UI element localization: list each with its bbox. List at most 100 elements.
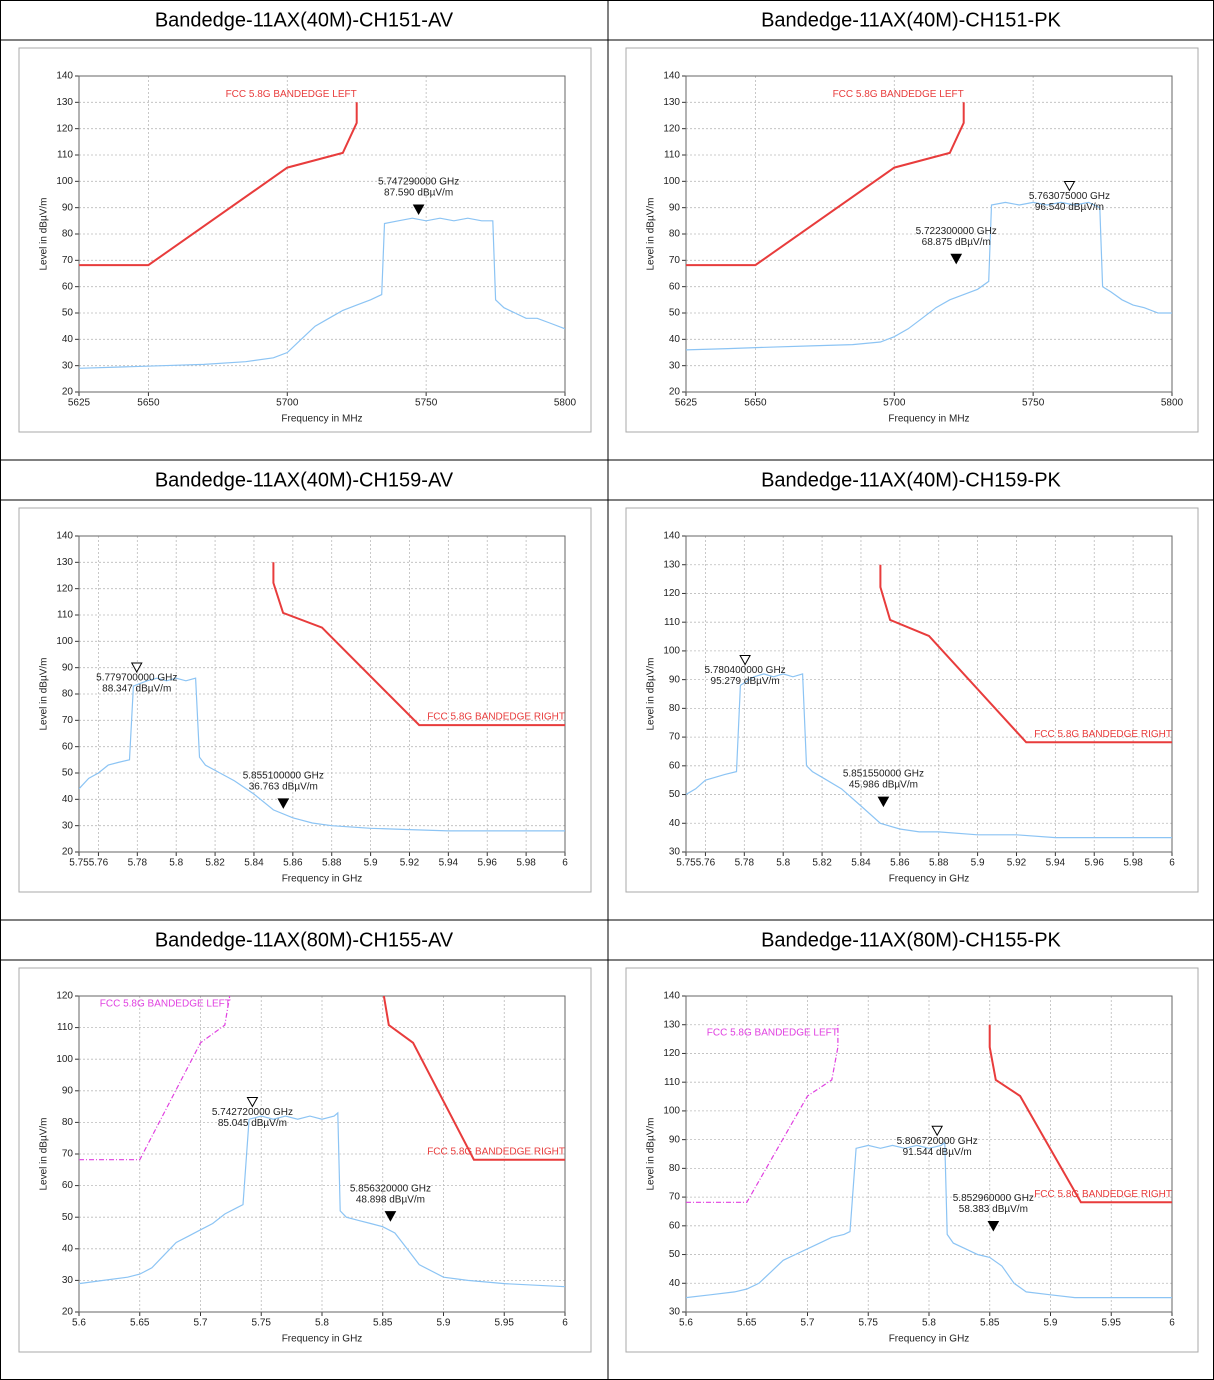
y-tick-label: 80 (62, 1117, 74, 1128)
y-axis-label: Level in dBµV/m (646, 197, 657, 270)
y-tick-label: 80 (669, 703, 681, 714)
y-tick-label: 110 (664, 150, 680, 161)
y-tick-label: 60 (669, 760, 681, 771)
x-tick-label: 5.8 (922, 1318, 936, 1329)
x-tick-label: 5.6 (679, 1318, 693, 1329)
chart-header: Bandedge-11AX(40M)-CH151-AV (155, 9, 454, 31)
marker (246, 1096, 259, 1108)
x-tick-label: 5.75 (252, 1318, 272, 1329)
y-tick-label: 30 (669, 1307, 681, 1318)
limit-label: FCC 5.8G BANDEDGE LEFT (100, 999, 231, 1010)
plot-border (78, 75, 566, 393)
y-tick-label: 30 (669, 847, 681, 858)
chart: Bandedge-11AX(40M)-CH159-PK 30 40 50 60 70 80 9… (625, 469, 1199, 893)
x-tick-label: 5.88 (929, 858, 949, 869)
marker (987, 1220, 1000, 1232)
y-tick-label: 50 (62, 768, 74, 779)
x-tick-label: 5.75 (676, 858, 696, 869)
x-tick-label: 5650 (137, 398, 160, 409)
trace-line (686, 1141, 1172, 1299)
y-tick-label: 40 (62, 334, 74, 345)
marker-freq: 5.722300000 GHz (916, 226, 997, 237)
y-tick-label: 60 (669, 1220, 681, 1231)
chart: Bandedge-11AX(40M)-CH151-PK 20 30 40 50 60 70 8… (625, 9, 1199, 433)
y-tick-label: 50 (669, 1249, 681, 1260)
marker-freq: 5.747290000 GHz (378, 177, 459, 188)
plot-border (685, 75, 1173, 393)
y-tick-label: 130 (663, 97, 680, 108)
x-tick-label: 5.75 (69, 858, 89, 869)
x-tick-label: 5.9 (437, 1318, 451, 1329)
y-tick-label: 130 (56, 557, 73, 568)
x-tick-label: 5625 (68, 398, 91, 409)
x-tick-label: 5.65 (737, 1318, 757, 1329)
x-tick-label: 5.8 (776, 858, 790, 869)
x-tick-label: 5.82 (205, 858, 225, 869)
chart-header: Bandedge-11AX(80M)-CH155-PK (761, 929, 1061, 951)
y-tick-label: 100 (663, 176, 680, 187)
y-tick-label: 30 (62, 1275, 74, 1286)
marker (277, 798, 290, 809)
x-axis-label: Frequency in GHz (282, 1334, 363, 1345)
chart-header: Bandedge-11AX(80M)-CH155-AV (155, 929, 454, 951)
y-tick-label: 120 (663, 1048, 680, 1059)
x-tick-label: 5.76 (696, 858, 716, 869)
y-tick-label: 40 (669, 334, 681, 345)
x-tick-label: 5700 (883, 398, 906, 409)
limit-label: FCC 5.8G BANDEDGE LEFT (833, 89, 964, 100)
x-tick-label: 6 (1169, 1318, 1175, 1329)
chart-frame (625, 967, 1199, 1353)
y-tick-label: 30 (62, 820, 74, 831)
x-tick-label: 5800 (1161, 398, 1184, 409)
x-tick-label: 5.86 (890, 858, 910, 869)
x-tick-label: 5.88 (322, 858, 342, 869)
chart-header: Bandedge-11AX(40M)-CH159-PK (761, 469, 1061, 491)
marker (412, 204, 425, 216)
x-tick-label: 5.98 (516, 858, 536, 869)
y-tick-label: 80 (669, 229, 681, 240)
x-tick-label: 5.86 (283, 858, 303, 869)
y-tick-label: 30 (62, 360, 74, 371)
y-tick-label: 50 (669, 789, 681, 800)
x-tick-label: 5.75 (859, 1318, 879, 1329)
marker-level: 87.590 dBµV/m (384, 188, 453, 199)
y-tick-label: 120 (56, 583, 73, 594)
y-tick-label: 90 (669, 202, 681, 213)
x-tick-label: 5.96 (478, 858, 498, 869)
x-tick-label: 5.78 (128, 858, 148, 869)
marker-freq: 5.852960000 GHz (953, 1193, 1034, 1204)
marker-level: 91.544 dBµV/m (903, 1147, 972, 1158)
x-axis-label: Frequency in GHz (889, 874, 970, 885)
y-tick-label: 110 (57, 150, 73, 161)
marker (931, 1125, 944, 1137)
x-tick-label: 5650 (744, 398, 767, 409)
limit-line (382, 996, 565, 1161)
limit-line (988, 1024, 1172, 1204)
y-tick-label: 90 (669, 1134, 681, 1145)
x-tick-label: 5.82 (812, 858, 832, 869)
x-tick-label: 5.9 (1044, 1318, 1058, 1329)
limit-line (272, 562, 565, 727)
y-tick-label: 40 (62, 794, 74, 805)
marker-freq: 5.851550000 GHz (843, 769, 924, 780)
y-axis-label: Level in dBµV/m (646, 1117, 657, 1190)
limit-label: FCC 5.8G BANDEDGE LEFT (707, 1027, 838, 1038)
plot-border (685, 535, 1173, 853)
marker-level: 95.279 dBµV/m (711, 676, 780, 687)
marker-level: 96.540 dBµV/m (1035, 202, 1104, 213)
trace-line (79, 677, 565, 832)
trace-line (79, 1111, 565, 1288)
marker-level: 58.383 dBµV/m (959, 1204, 1028, 1215)
y-tick-label: 70 (669, 255, 681, 266)
y-axis-label: Level in dBµV/m (39, 1117, 50, 1190)
x-tick-label: 5700 (276, 398, 299, 409)
marker (877, 796, 890, 808)
marker-freq: 5.742720000 GHz (212, 1107, 293, 1118)
x-axis-label: Frequency in GHz (282, 874, 363, 885)
y-tick-label: 80 (62, 229, 74, 240)
marker-level: 68.875 dBµV/m (922, 237, 991, 248)
y-tick-label: 110 (664, 1077, 680, 1088)
x-tick-label: 5.94 (1046, 858, 1066, 869)
y-tick-label: 40 (669, 1278, 681, 1289)
